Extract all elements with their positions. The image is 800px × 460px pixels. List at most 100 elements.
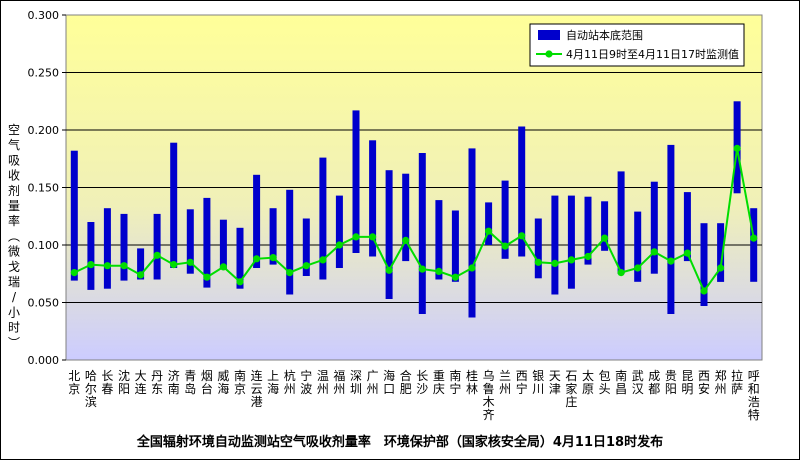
- monitor-point: [418, 265, 426, 273]
- x-tick-label: 兰州: [499, 369, 511, 396]
- x-tick-label: 郑州: [715, 368, 727, 396]
- monitor-point: [485, 227, 493, 235]
- monitor-point: [369, 233, 377, 241]
- range-bar: [335, 195, 343, 268]
- monitor-point: [103, 262, 111, 270]
- range-bar: [700, 223, 708, 306]
- monitor-point: [468, 264, 476, 272]
- x-tick-label: 天津: [549, 369, 561, 396]
- chart-title: 全国辐射环境自动监测站空气吸收剂量率 环境保护部（国家核安全局）4月11日18时…: [136, 434, 663, 450]
- y-tick-label: 0.100: [28, 239, 60, 252]
- range-bar: [418, 153, 426, 314]
- monitor-point: [601, 234, 609, 242]
- x-tick-label: 大连: [135, 369, 147, 396]
- x-tick-label: 济南: [168, 368, 180, 396]
- range-bar: [369, 140, 377, 257]
- x-tick-label: 重庆: [433, 369, 445, 396]
- x-tick-label: 合肥: [400, 368, 412, 396]
- range-bar: [501, 180, 509, 259]
- x-tick-label: 包头: [599, 369, 611, 396]
- x-tick-label: 南昌: [615, 368, 627, 396]
- range-bar: [667, 144, 675, 314]
- range-bar: [385, 170, 393, 299]
- monitor-point: [518, 232, 526, 240]
- y-tick-label: 0.200: [28, 124, 60, 137]
- range-bar: [518, 126, 526, 257]
- monitor-point: [700, 287, 708, 295]
- legend-box: [529, 23, 745, 67]
- range-bar: [186, 209, 194, 274]
- range-bar: [137, 248, 145, 280]
- legend-label-line: 4月11日9时至4月11日17时监测值: [566, 48, 739, 61]
- monitor-point: [186, 258, 194, 266]
- range-bar: [153, 213, 161, 280]
- gridlines: [66, 72, 762, 303]
- y-tick-label: 0.250: [28, 67, 60, 80]
- x-tick-label: 丹东: [151, 369, 163, 396]
- range-bar: [717, 223, 725, 282]
- x-tick-label: 西安: [698, 369, 710, 396]
- x-tick-label: 北京: [68, 369, 80, 396]
- monitor-line: [70, 144, 758, 295]
- y-tick-label: 0.000: [28, 354, 60, 367]
- x-tick-label: 银川: [532, 369, 544, 396]
- x-tick-label: 沈阳: [118, 368, 130, 396]
- monitor-point: [717, 264, 725, 272]
- range-bar: [451, 210, 459, 282]
- x-tick-label: 长沙: [416, 369, 428, 396]
- range-bar: [219, 219, 227, 270]
- range-bar: [103, 208, 111, 289]
- x-tick-label: 杭州: [284, 368, 296, 396]
- monitor-point: [435, 267, 443, 275]
- axes: 0.000 0.050 0.100 0.150 0.200 0.250 0.300 北京哈尔滨…: [28, 9, 760, 422]
- legend-swatch-marker: [545, 50, 553, 58]
- x-tick-label: 呼和浩特: [748, 369, 760, 422]
- x-tick-label: 上海: [267, 369, 279, 396]
- x-tick-label: 太原: [582, 368, 594, 396]
- legend-label-range: 自动站本底范围: [566, 28, 643, 42]
- monitor-point: [683, 249, 692, 257]
- range-bar: [87, 222, 95, 290]
- x-tick-label: 贵阳: [665, 369, 677, 396]
- y-tick-label: 0.150: [28, 182, 60, 195]
- x-tick-label: 宁波: [300, 368, 312, 396]
- x-tick-label: 连云港: [251, 368, 263, 409]
- x-tick-label: 成都: [648, 369, 660, 396]
- range-bar: [551, 195, 559, 295]
- monitor-point: [352, 233, 360, 241]
- range-bar: [534, 218, 542, 279]
- monitor-point: [319, 256, 327, 264]
- monitor-point: [534, 258, 542, 266]
- x-tick-label: 福州: [333, 368, 345, 396]
- monitor-point: [650, 248, 658, 256]
- x-tick-label: 哈尔滨: [85, 369, 97, 409]
- monitor-point: [750, 234, 758, 242]
- monitor-point: [153, 251, 161, 259]
- monitor-point: [584, 252, 592, 261]
- x-tick-label: 烟台: [201, 369, 213, 396]
- range-bar: [319, 157, 327, 280]
- monitor-point: [567, 256, 576, 264]
- y-axis-title: 空气吸收剂量率︵微戈瑞/小时︶: [8, 123, 20, 350]
- x-tick-label: 武汉: [632, 369, 644, 396]
- monitor-point: [253, 255, 261, 263]
- monitor-point: [269, 254, 277, 262]
- y-axis-label: 空气吸收剂量率︵微戈瑞/小时︶: [8, 123, 20, 350]
- range-bar: [634, 211, 642, 282]
- range-bar: [468, 148, 476, 318]
- range-bar: [683, 192, 691, 262]
- legend-swatch-range: [538, 30, 560, 40]
- range-bar: [120, 213, 128, 281]
- range-bar: [203, 197, 211, 288]
- range-bar: [302, 218, 310, 276]
- monitor-point: [286, 269, 294, 277]
- monitor-point: [402, 236, 410, 244]
- range-bar: [170, 142, 178, 268]
- x-tick-label: 石家庄: [565, 369, 577, 409]
- range-bar: [617, 171, 625, 274]
- x-tick-label: 乌鲁木齐: [483, 368, 495, 422]
- monitor-point: [335, 241, 343, 249]
- x-tick-label: 深圳: [350, 369, 362, 396]
- x-tick-label: 桂林: [466, 368, 478, 396]
